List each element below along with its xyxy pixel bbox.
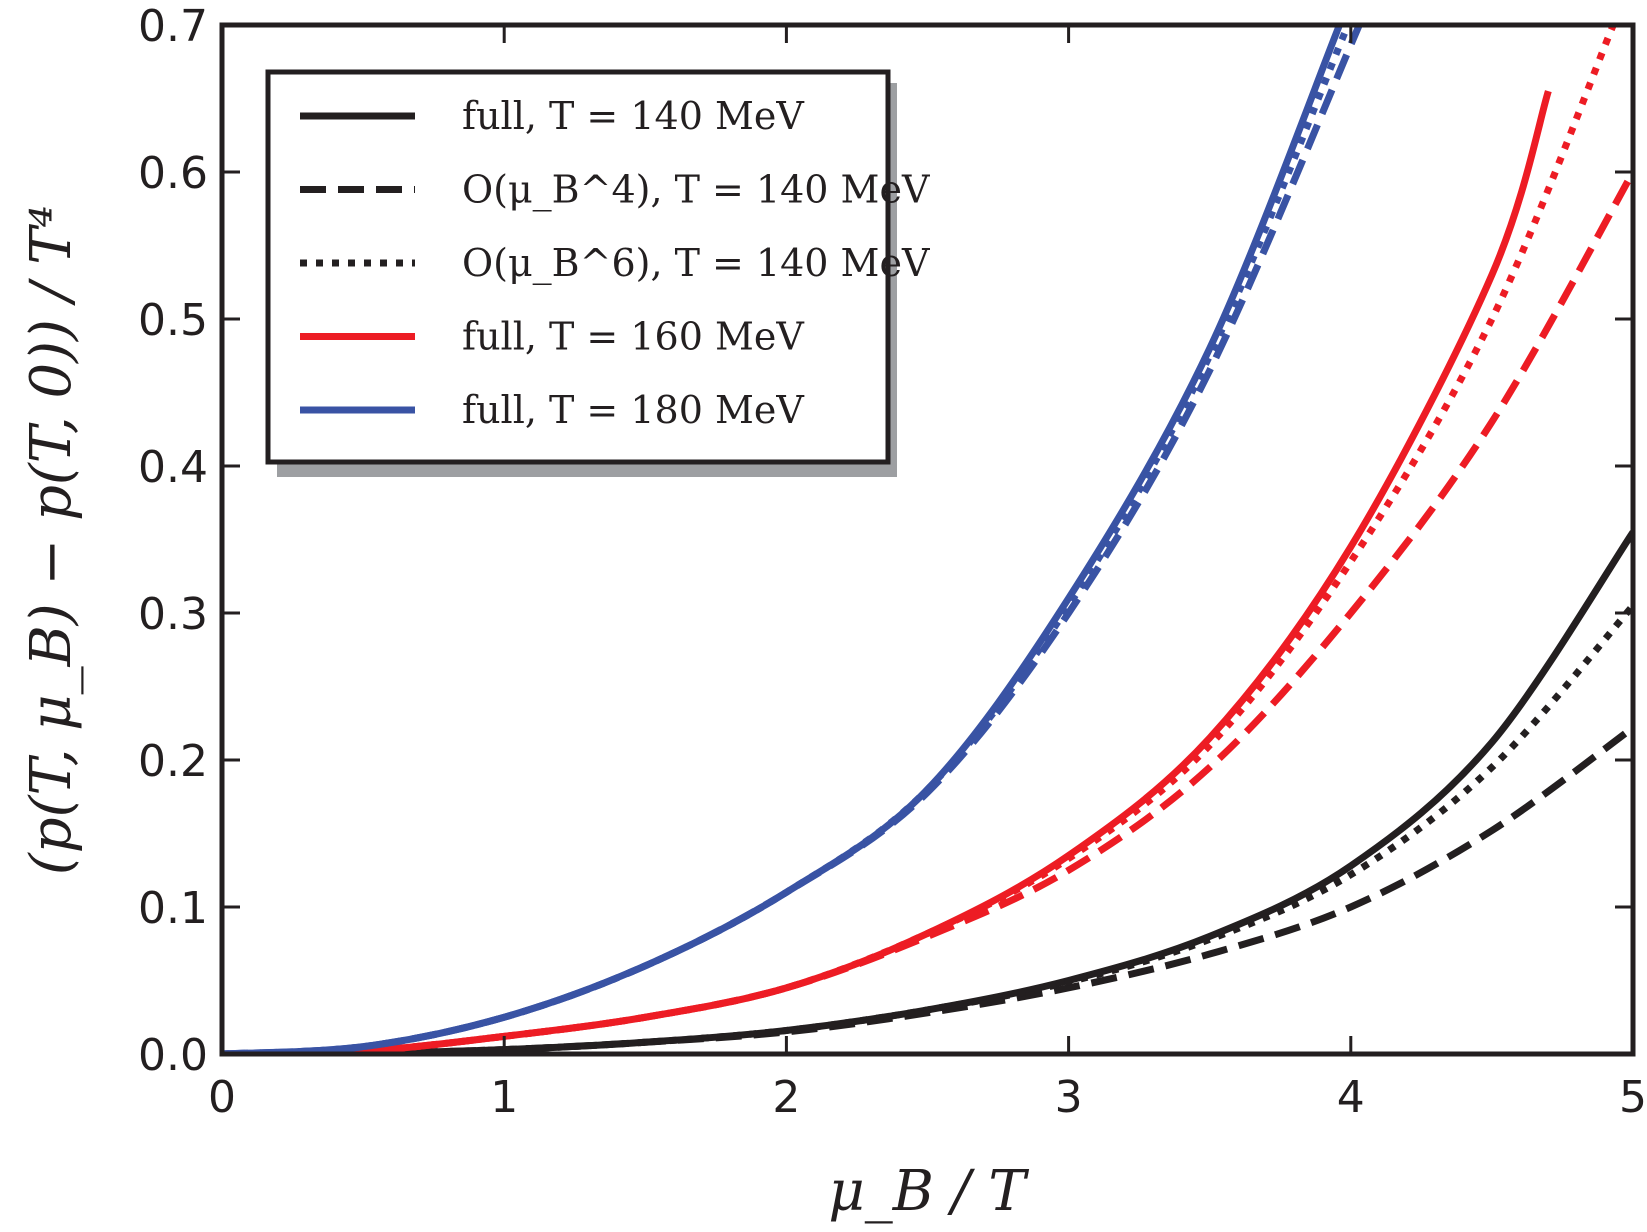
ticks xyxy=(220,23,1635,1056)
series-line-5 xyxy=(222,25,1617,1054)
legend: full, T = 140 MeV O(μ_B^4), T = 140 MeV O(… xyxy=(265,69,930,477)
series-line-1 xyxy=(222,724,1633,1054)
x-tick-label: 0 xyxy=(208,1072,236,1123)
y-tick-label: 0.6 xyxy=(138,148,208,199)
x-tick-label: 5 xyxy=(1619,1072,1647,1123)
legend-label-0: full, T = 140 MeV xyxy=(462,94,804,138)
legend-label-1: O(μ_B^4), T = 140 MeV xyxy=(462,168,930,213)
x-tick-label: 1 xyxy=(490,1072,518,1123)
x-axis-label: μ_B / T xyxy=(828,1159,1029,1224)
x-tick-label: 2 xyxy=(772,1072,800,1123)
tick-labels: 0 1 2 3 4 5 0.0 0.1 0.2 0.3 0.4 0.5 0.6 0.7 xyxy=(138,1,1647,1123)
y-axis-label: (p(T, μ_B) − p(T, 0)) / T⁴ xyxy=(19,205,84,875)
x-tick-label: 3 xyxy=(1055,1072,1083,1123)
series-line-7 xyxy=(222,25,1363,1054)
legend-label-4: full, T = 180 MeV xyxy=(462,388,804,432)
y-tick-label: 0.4 xyxy=(138,442,208,493)
y-tick-label: 0.0 xyxy=(138,1030,208,1081)
plot-frame xyxy=(219,22,1636,1057)
series-line-2 xyxy=(222,603,1633,1054)
y-tick-label: 0.1 xyxy=(138,883,208,934)
x-tick-label: 4 xyxy=(1337,1072,1365,1123)
series-line-8 xyxy=(222,25,1352,1054)
curves xyxy=(222,25,1633,1054)
y-tick-label: 0.7 xyxy=(138,1,208,52)
legend-label-2: O(μ_B^6), T = 140 MeV xyxy=(462,241,930,286)
y-tick-label: 0.2 xyxy=(138,736,208,787)
legend-box xyxy=(265,69,891,465)
y-tick-label: 0.5 xyxy=(138,295,208,346)
y-tick-label: 0.3 xyxy=(138,589,208,640)
legend-label-3: full, T = 160 MeV xyxy=(462,315,804,359)
